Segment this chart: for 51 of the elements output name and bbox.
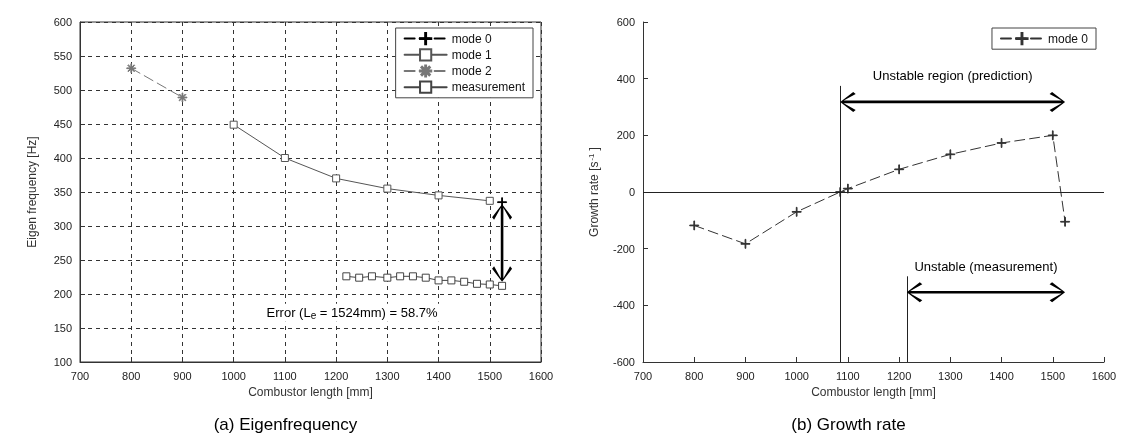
x-axis-title: Combustor length [mm] bbox=[811, 384, 936, 399]
y-tick-label: 250 bbox=[53, 254, 72, 266]
y-tick-label: 450 bbox=[53, 118, 72, 130]
x-tick-label: 1100 bbox=[273, 369, 297, 382]
x-tick-label: 800 bbox=[122, 369, 141, 382]
y-axis-title: Growth rate [s-1] bbox=[586, 147, 601, 237]
y-tick-label: 550 bbox=[53, 50, 72, 62]
x-tick-label: 1000 bbox=[221, 369, 246, 382]
x-tick-label: 1200 bbox=[323, 369, 349, 382]
y-tick-label: -600 bbox=[612, 356, 635, 368]
x-tick-label: 900 bbox=[736, 369, 755, 382]
y-axis-title: Eigen frequency [Hz] bbox=[25, 136, 39, 248]
y-tick-label: 600 bbox=[53, 16, 72, 28]
x-tick-label: 1500 bbox=[477, 369, 503, 382]
legend-label: measurement bbox=[451, 80, 526, 95]
x-tick-label: 700 bbox=[633, 369, 653, 382]
x-tick-label: 1300 bbox=[375, 369, 400, 382]
legend-label: mode 0 bbox=[451, 31, 492, 46]
x-tick-label: 1400 bbox=[426, 369, 451, 382]
x-tick-label: 800 bbox=[685, 369, 704, 382]
y-tick-label: -400 bbox=[612, 299, 635, 312]
text: (b) Growth rate bbox=[791, 415, 906, 434]
x-tick-label: 1600 bbox=[528, 369, 554, 382]
y-tick-label: 500 bbox=[53, 84, 72, 96]
x-tick-label: 1000 bbox=[784, 369, 809, 382]
y-tick-label: 300 bbox=[53, 220, 72, 232]
y-tick-label: 600 bbox=[616, 16, 635, 28]
annotation: Unstable (measurement) bbox=[914, 258, 1058, 274]
annotation: Unstable region (prediction) bbox=[872, 68, 1033, 84]
x-axis-title: Combustor length [mm] bbox=[248, 384, 373, 399]
y-tick-label: 400 bbox=[616, 72, 635, 85]
x-tick-label: 1200 bbox=[886, 369, 912, 382]
y-tick-label: 200 bbox=[616, 129, 635, 142]
y-tick-label: 100 bbox=[53, 356, 72, 368]
text: (a) Eigenfrequency bbox=[213, 415, 358, 434]
y-tick-label: 150 bbox=[53, 322, 72, 334]
y-tick-label: 200 bbox=[53, 288, 72, 300]
x-tick-label: 1300 bbox=[938, 369, 963, 382]
legend-label: mode 0 bbox=[1047, 31, 1089, 46]
y-tick-label: 350 bbox=[53, 186, 72, 198]
legend-label: mode 1 bbox=[451, 47, 492, 62]
x-tick-label: 900 bbox=[173, 369, 192, 382]
x-tick-label: 1400 bbox=[989, 369, 1014, 382]
y-tick-label: 400 bbox=[53, 152, 72, 164]
x-tick-label: 1500 bbox=[1040, 369, 1066, 382]
y-tick-label: -200 bbox=[612, 242, 635, 255]
x-tick-label: 700 bbox=[70, 369, 90, 382]
x-tick-label: 1600 bbox=[1091, 369, 1117, 382]
y-tick-label: 0 bbox=[628, 186, 635, 198]
x-tick-label: 1100 bbox=[836, 369, 860, 382]
legend-label: mode 2 bbox=[451, 64, 492, 78]
